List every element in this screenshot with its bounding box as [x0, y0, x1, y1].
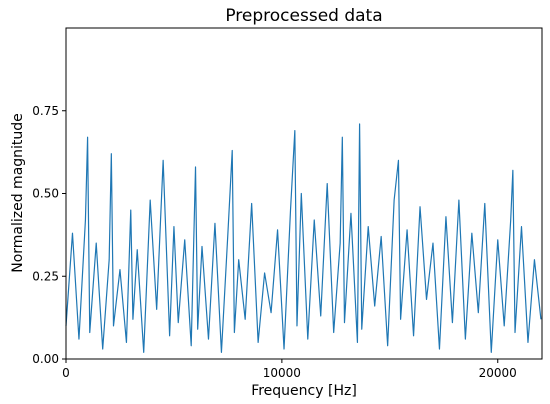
x-axis-label: Frequency [Hz]: [251, 383, 357, 399]
y-axis-label: Normalized magnitude: [10, 113, 26, 273]
x-tick-label: 10000: [263, 366, 301, 380]
x-tick-label: 0: [62, 366, 70, 380]
chart-title: Preprocessed data: [225, 6, 382, 26]
y-tick-label: 0.50: [32, 187, 59, 201]
y-axis-ticks: 0.00 0.25 0.50 0.75: [32, 104, 66, 366]
series-layer: [65, 123, 542, 353]
x-tick-label: 20000: [479, 366, 517, 380]
series-line-0: [65, 123, 542, 353]
y-tick-label: 0.75: [32, 104, 59, 118]
x-axis-ticks: 0 10000 20000: [62, 359, 517, 380]
y-tick-label: 0.25: [32, 269, 59, 283]
y-tick-label: 0.00: [32, 352, 59, 366]
